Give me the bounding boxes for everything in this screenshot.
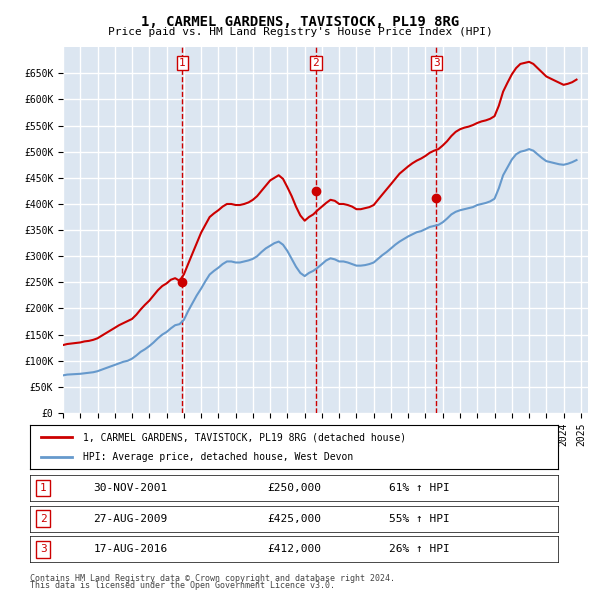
Text: £412,000: £412,000 — [268, 545, 322, 555]
Text: 17-AUG-2016: 17-AUG-2016 — [94, 545, 167, 555]
Text: HPI: Average price, detached house, West Devon: HPI: Average price, detached house, West… — [83, 452, 353, 461]
Text: 61% ↑ HPI: 61% ↑ HPI — [389, 483, 450, 493]
Text: £250,000: £250,000 — [268, 483, 322, 493]
Text: 1, CARMEL GARDENS, TAVISTOCK, PL19 8RG: 1, CARMEL GARDENS, TAVISTOCK, PL19 8RG — [141, 15, 459, 29]
Text: Price paid vs. HM Land Registry's House Price Index (HPI): Price paid vs. HM Land Registry's House … — [107, 27, 493, 37]
Text: 2: 2 — [313, 58, 319, 68]
Text: This data is licensed under the Open Government Licence v3.0.: This data is licensed under the Open Gov… — [30, 581, 335, 589]
Text: 30-NOV-2001: 30-NOV-2001 — [94, 483, 167, 493]
Text: 1: 1 — [179, 58, 186, 68]
Text: 1, CARMEL GARDENS, TAVISTOCK, PL19 8RG (detached house): 1, CARMEL GARDENS, TAVISTOCK, PL19 8RG (… — [83, 432, 406, 442]
Text: 1: 1 — [40, 483, 47, 493]
Text: 3: 3 — [40, 545, 47, 555]
Text: 26% ↑ HPI: 26% ↑ HPI — [389, 545, 450, 555]
Text: 55% ↑ HPI: 55% ↑ HPI — [389, 514, 450, 524]
Text: 2: 2 — [40, 514, 47, 524]
Text: £425,000: £425,000 — [268, 514, 322, 524]
Text: 3: 3 — [433, 58, 440, 68]
Text: Contains HM Land Registry data © Crown copyright and database right 2024.: Contains HM Land Registry data © Crown c… — [30, 574, 395, 583]
Text: 27-AUG-2009: 27-AUG-2009 — [94, 514, 167, 524]
